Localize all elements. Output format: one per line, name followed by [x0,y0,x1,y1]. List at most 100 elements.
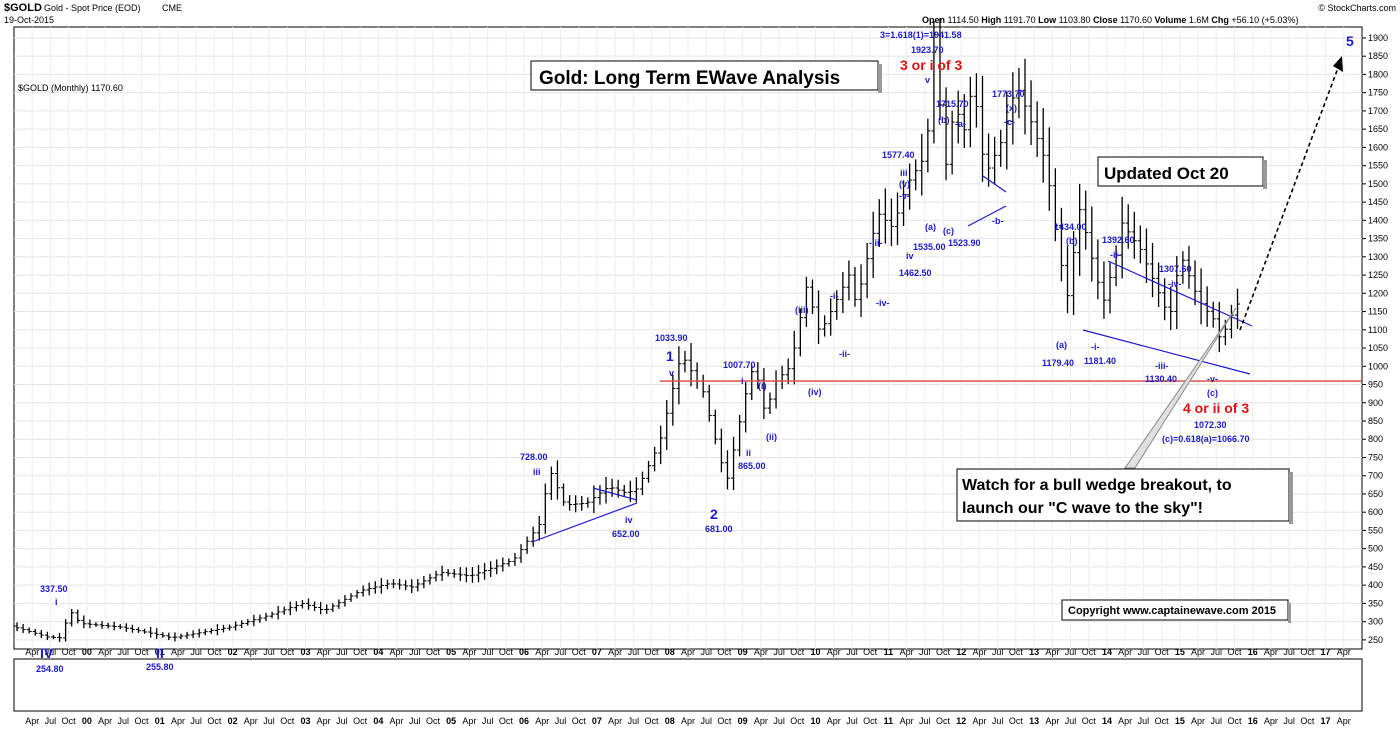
y-tick-label: 350 [1368,598,1383,608]
x-tick-label-lower: 08 [665,716,675,726]
y-tick-label: 1750 [1368,88,1388,98]
label-1577-v: -v- [899,191,910,201]
x-tick-label-lower: Apr [1118,716,1132,726]
label-337: 337.50 [40,584,68,594]
label-dii2: -ii- [1110,250,1121,260]
x-tick-label: Jul [336,647,348,657]
x-tick-label-lower: Apr [1045,716,1059,726]
label-1923: 1923.70 [911,45,944,55]
x-tick-label-lower: Jul [336,716,348,726]
x-tick-label: Jul [1138,647,1150,657]
x-tick-label-lower: Jul [628,716,640,726]
x-tick-label-lower: Jul [190,716,202,726]
label-1941: 3=1.618(1)=1941.58 [880,30,962,40]
label-652-iv: iv [625,515,633,525]
copyright-text: Copyright www.captainewave.com 2015 [1068,605,1276,617]
label-1066: (c)=0.618(a)=1066.70 [1162,434,1250,444]
x-tick-label: Oct [499,647,514,657]
watch-box-shadow [1289,472,1293,524]
x-tick-label: 01 [155,647,165,657]
x-tick-label: 14 [1102,647,1112,657]
x-tick-label: Oct [280,647,295,657]
x-tick-label: Oct [863,647,878,657]
x-tick-label: Oct [572,647,587,657]
y-tick-label: 850 [1368,416,1383,426]
label-3-or-i: 3 or i of 3 [900,57,962,73]
x-tick-label: Apr [681,647,695,657]
x-tick-label: Jul [846,647,858,657]
label-1007: 1007.70 [723,360,756,370]
chart-date: 19-Oct-2015 [4,15,54,25]
y-tick-label: 600 [1368,507,1383,517]
y-tick-label: 1200 [1368,288,1388,298]
watch-box [956,468,1290,522]
x-tick-label-lower: Apr [1191,716,1205,726]
label-dash-ii: -ii- [839,349,850,359]
x-tick-label: Jul [628,647,640,657]
y-tick-label: 1050 [1368,343,1388,353]
x-tick-label: Jul [1283,647,1295,657]
y-tick-label: 400 [1368,580,1383,590]
label-pb2: (b) [1066,236,1078,246]
label-pa1: (a) [925,222,936,232]
x-tick-label-lower: Oct [353,716,368,726]
x-tick-label-lower: Jul [263,716,275,726]
x-tick-label: 00 [82,647,92,657]
x-tick-label-lower: Oct [62,716,77,726]
x-tick-label-lower: Apr [972,716,986,726]
lower-panel [13,658,1363,712]
y-tick-label: 250 [1368,635,1383,645]
x-tick-label: Oct [1082,647,1097,657]
label-1392: 1392.60 [1102,235,1135,245]
label-px: (x) [1006,103,1017,113]
x-tick-label: Apr [1118,647,1132,657]
label-1033-1: 1 [666,348,674,364]
title-box-shadow [878,64,882,93]
x-tick-label: Jul [773,647,785,657]
x-tick-label: Jul [1065,647,1077,657]
x-tick-label: Jul [919,647,931,657]
x-tick-label-lower: Oct [936,716,951,726]
label-1007-i: i [741,376,744,386]
updated-text: Updated Oct 20 [1104,164,1229,183]
y-tick-label: 1900 [1368,33,1388,43]
label-piii: (iii) [795,305,809,315]
x-tick-label: Apr [1264,647,1278,657]
label-728-iii: iii [533,467,541,477]
x-tick-label: Apr [1191,647,1205,657]
triangle2-upper [982,175,1007,193]
y-tick-label: 1250 [1368,270,1388,280]
x-tick-label: 12 [956,647,966,657]
x-tick-label-lower: Jul [992,716,1004,726]
x-tick-label: Jul [263,647,275,657]
x-tick-label: 07 [592,647,602,657]
x-tick-label-lower: Apr [681,716,695,726]
x-tick-label: Oct [62,647,77,657]
y-tick-label: 1600 [1368,142,1388,152]
y-tick-label: 450 [1368,562,1383,572]
label-II: II [156,645,164,661]
x-tick-label: Oct [353,647,368,657]
x-tick-label: Jul [700,647,712,657]
y-tick-label: 700 [1368,471,1383,481]
x-tick-label: Apr [171,647,185,657]
x-tick-label: 02 [228,647,238,657]
symbol-name: Gold - Spot Price (EOD) [44,3,141,13]
label-254: 254.80 [36,664,64,674]
x-tick-label: Jul [45,647,57,657]
y-tick-label: 1800 [1368,69,1388,79]
label-IV: IV [40,645,54,661]
x-tick-label-lower: Jul [555,716,567,726]
x-tick-label-lower: Oct [863,716,878,726]
label-dash-i: -i- [830,291,839,301]
label-dash-iii: -iii- [869,238,883,248]
x-tick-label-lower: Jul [409,716,421,726]
label-728: 728.00 [520,452,548,462]
label-pc2: (c) [1207,388,1218,398]
x-tick-label: 15 [1175,647,1185,657]
label-diii2: -iii- [1155,361,1169,371]
y-tick-label: 650 [1368,489,1383,499]
x-tick-label-lower: Apr [317,716,331,726]
y-tick-label: 1700 [1368,106,1388,116]
